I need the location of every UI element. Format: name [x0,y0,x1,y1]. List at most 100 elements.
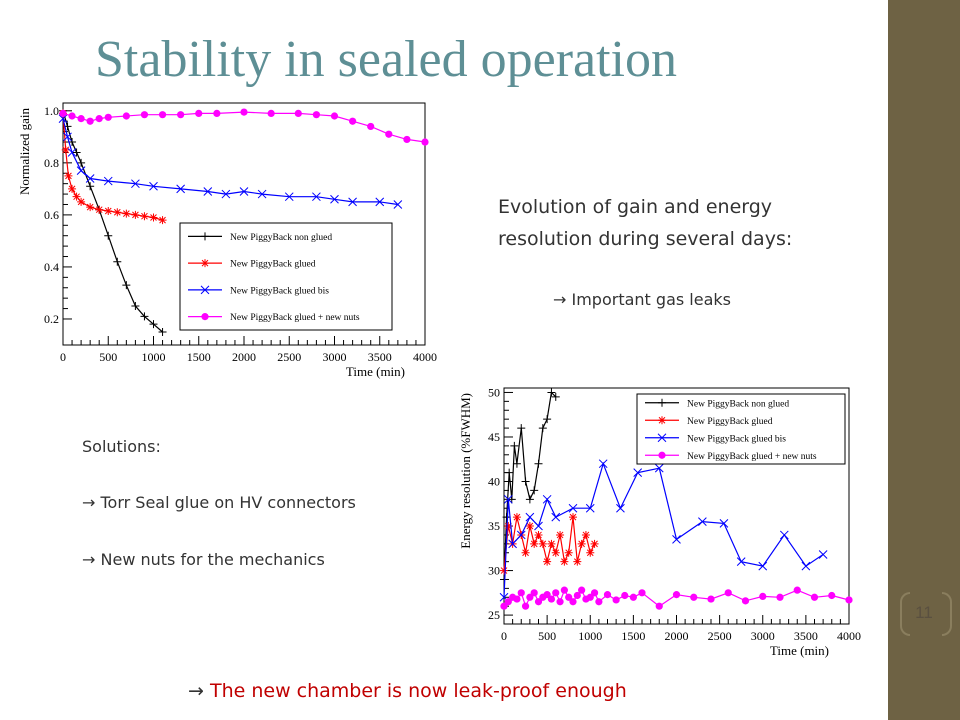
x-tick-label: 1500 [621,629,645,643]
data-point [512,513,521,522]
data-point [76,166,86,176]
data-point [534,598,543,606]
legend-label: New PiggyBack glued + new nuts [687,452,817,462]
data-point [793,586,801,594]
data-point [521,548,530,557]
data-point [595,598,603,606]
data-point [113,208,122,217]
data-point [552,589,560,597]
data-point [586,548,595,557]
evolution-text-line-2: resolution during several days: [498,228,793,250]
data-point [517,589,525,597]
data-point [158,216,167,225]
data-point [68,112,76,120]
data-point [845,596,853,604]
data-point [140,312,149,321]
data-point [759,592,767,600]
legend-label: New PiggyBack glued + new nuts [230,313,360,323]
data-point [573,557,582,566]
data-point [612,596,620,604]
legend-label: New PiggyBack non glued [687,399,789,409]
data-point [565,593,573,601]
data-point [525,512,535,522]
legend-label: New PiggyBack glued [230,260,316,270]
data-point [403,135,411,144]
series-line [62,111,426,143]
data-point [690,593,698,601]
data-point [508,539,517,549]
page-number: 11 [915,603,933,622]
data-point [239,187,249,196]
x-tick-label: 2500 [277,350,301,364]
data-point [556,530,565,539]
data-point [658,451,666,459]
data-point [603,591,612,599]
x-tick-label: 2000 [232,350,256,364]
data-point [525,495,534,504]
data-point [547,539,556,548]
data-point [758,561,768,571]
data-point [551,392,560,401]
data-point [58,114,68,123]
data-point [201,232,209,241]
y-tick-label: 25 [488,608,500,622]
solution-text-2: New nuts for the mechanics [100,550,325,569]
data-point [719,519,729,528]
y-tick-label: 45 [488,430,500,444]
data-point [569,598,577,606]
data-point [63,132,72,142]
data-point [67,148,77,157]
data-point [521,477,530,486]
x-tick-label: 4000 [837,629,861,643]
data-point [510,441,519,450]
x-axis-label: Time (min) [770,643,829,658]
data-point [103,176,113,186]
data-point [568,503,578,513]
data-point [741,597,750,605]
series-new-piggyback-non-glued [500,388,560,584]
data-point [516,530,526,540]
data-point [421,138,429,146]
series-new-piggyback-glued [500,513,599,575]
data-point [542,494,552,504]
data-point [543,591,551,599]
data-point [590,539,599,548]
data-point [330,194,339,204]
data-point [140,111,149,119]
series-new-piggyback-glued-new-nuts [59,108,429,146]
data-point [530,539,539,548]
data-point [581,530,590,539]
data-point [736,557,746,567]
data-point [113,257,122,266]
data-point [502,513,511,522]
data-point [578,586,586,594]
data-point [543,415,552,424]
data-point [72,148,81,157]
x-tick-label: 500 [538,629,556,643]
data-point [213,109,221,118]
data-point [538,539,547,548]
solution-text-1: Torr Seal glue on HV connectors [100,493,356,512]
data-point [657,433,667,443]
evolution-text-line-1: Evolution of gain and energy [498,196,773,218]
x-tick-label: 1000 [142,350,166,364]
data-point [104,113,112,121]
series-line [503,516,596,571]
data-point [505,468,514,477]
data-point [698,517,707,526]
arrow-icon: → [553,290,567,309]
data-point [122,281,131,290]
x-tick-label: 4000 [413,350,437,364]
data-point [573,591,581,600]
legend-box [636,393,846,465]
data-point [504,598,512,606]
data-point [95,205,104,214]
data-point [131,210,140,219]
data-point [655,602,663,610]
x-tick-label: 3500 [794,629,818,643]
arrow-icon: → [82,550,96,569]
data-point [810,593,819,601]
y-axis-label: Energy resolution (%FWHM) [458,393,473,549]
data-point [86,117,94,125]
data-point [177,111,185,119]
